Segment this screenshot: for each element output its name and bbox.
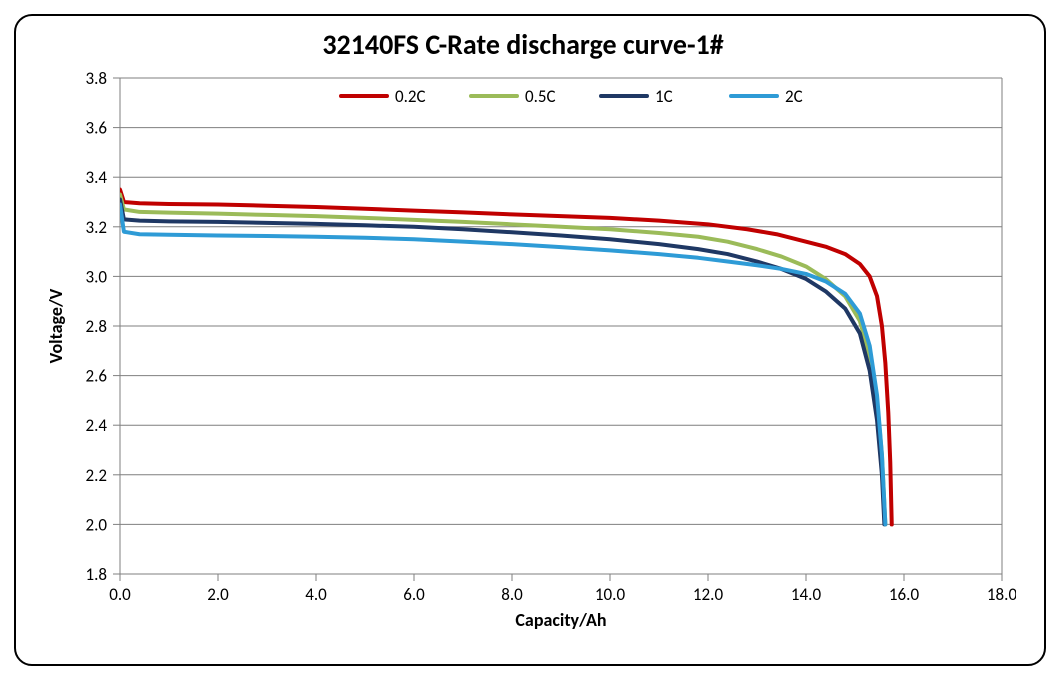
x-axis-label: Capacity/Ah — [515, 609, 606, 631]
legend-label: 0.5C — [525, 86, 556, 107]
y-tick-label: 3.6 — [85, 117, 107, 138]
chart-svg: 0.0 2.0 4.0 6.0 8.0 10.0 12.0 14.0 16.0 18.0 1.8 2.… — [30, 62, 1016, 646]
y-tick-label: 2.8 — [85, 316, 107, 337]
y-tick-label: 3.8 — [85, 68, 107, 89]
x-tick-label: 14.0 — [791, 584, 822, 605]
legend-label: 1C — [655, 86, 673, 107]
chart-title: 32140FS C-Rate discharge curve-1# — [30, 28, 1016, 62]
image-wrapper: 32140FS C-Rate discharge curve-1# 0.0 2.0… — [0, 0, 1060, 680]
y-tick-label: 2.4 — [85, 415, 107, 436]
series-0.2C — [120, 189, 892, 524]
legend: 0.2C 0.5C 1C 2C — [341, 86, 803, 107]
x-tick-label: 6.0 — [403, 584, 425, 605]
x-tick-label: 16.0 — [889, 584, 920, 605]
x-tick-label: 10.0 — [595, 584, 626, 605]
x-tick-label: 4.0 — [305, 584, 327, 605]
y-tick-label: 2.2 — [85, 464, 107, 485]
y-tick-label: 3.2 — [85, 216, 107, 237]
x-tick-label: 8.0 — [501, 584, 523, 605]
series-group — [120, 189, 892, 524]
chart-plot-area: 0.0 2.0 4.0 6.0 8.0 10.0 12.0 14.0 16.0 18.0 1.8 2.… — [30, 62, 1016, 646]
x-tick-label: 2.0 — [207, 584, 229, 605]
x-tick-label: 12.0 — [693, 584, 724, 605]
x-tick-label: 18.0 — [987, 584, 1016, 605]
y-tick-label: 2.0 — [85, 514, 107, 535]
chart-panel: 32140FS C-Rate discharge curve-1# 0.0 2.0… — [14, 14, 1046, 666]
series-1C — [120, 199, 884, 524]
y-tick-label: 2.6 — [85, 365, 107, 386]
y-tick-label: 1.8 — [85, 564, 107, 585]
x-tick-label: 0.0 — [109, 584, 131, 605]
legend-label: 2C — [785, 86, 803, 107]
y-tick-label: 3.4 — [85, 167, 107, 188]
legend-label: 0.2C — [395, 86, 426, 107]
y-axis-label: Voltage/V — [45, 288, 67, 363]
y-tick-label: 3.0 — [85, 266, 107, 287]
